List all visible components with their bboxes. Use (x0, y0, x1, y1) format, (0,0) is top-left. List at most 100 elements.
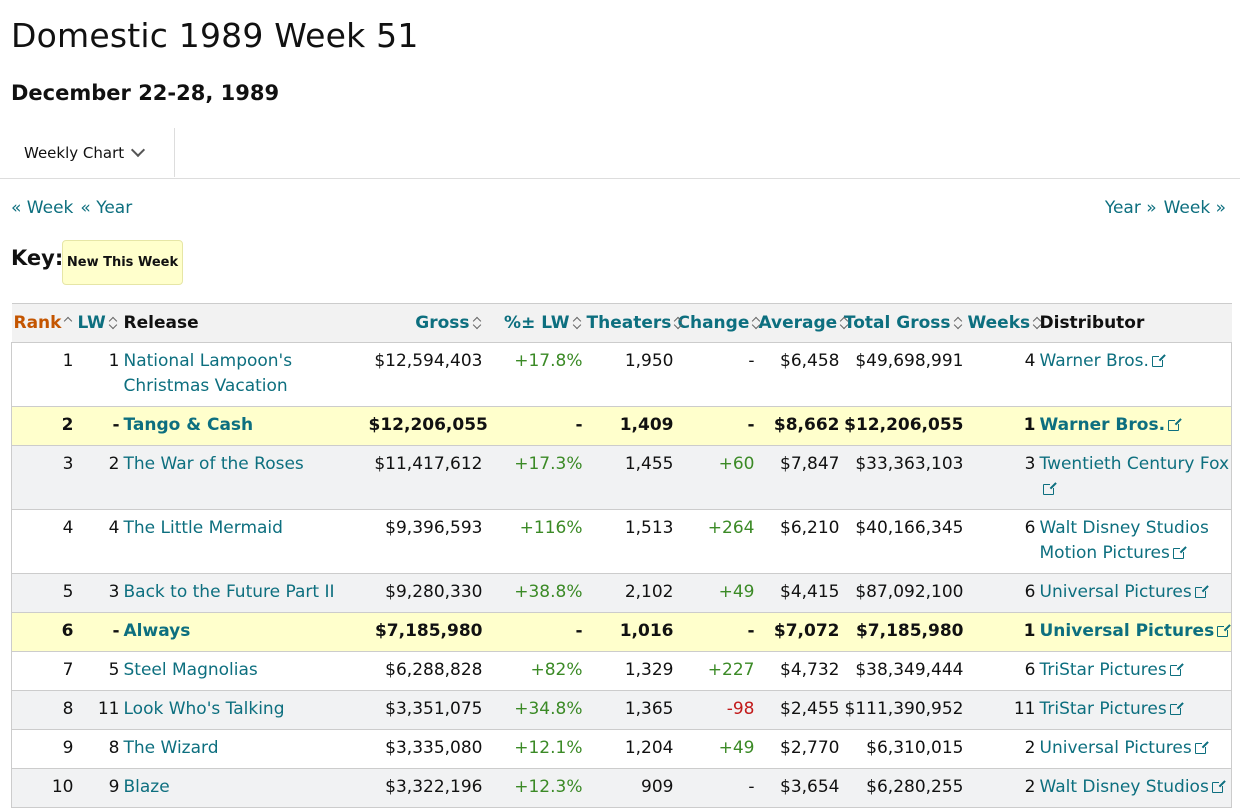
gross-cell-text: $6,288,828 (385, 660, 483, 680)
previous-week-link[interactable]: « Week (11, 198, 74, 218)
distributor-link[interactable]: Twentieth Century Fox (1037, 445, 1232, 510)
release-link[interactable]: Steel Magnolias (121, 651, 367, 691)
total-gross-cell-text: $87,092,100 (855, 582, 964, 602)
distributor-link[interactable]: TriStar Pictures (1037, 690, 1232, 730)
distributor-link[interactable]: Universal Pictures (1037, 612, 1232, 652)
rank-cell: 5 (11, 573, 76, 613)
last-week-cell: - (75, 612, 122, 652)
theater-change-cell-text: +49 (718, 582, 755, 602)
distributor-link-text: Warner Bros. (1039, 415, 1166, 435)
weeks-cell-text: 1 (1023, 415, 1036, 435)
table-row: 2- Tango & Cash $12,206,055-1,409- $8,662 $1… (11, 406, 1232, 446)
column-header-weeks[interactable]: Weeks (965, 303, 1038, 343)
column-header-pct-lw[interactable]: %± LW (484, 303, 585, 343)
theaters-cell-text: 1,329 (624, 660, 674, 680)
table-body: 1 1 National Lampoon's Christmas Vacation $… (11, 342, 1232, 808)
weeks-cell: 11 (965, 690, 1038, 730)
average-cell-text: $6,458 (780, 351, 840, 371)
distributor-link[interactable]: Walt Disney Studios Motion Pictures (1037, 509, 1232, 574)
average-cell-text: $7,072 (773, 621, 840, 641)
distributor-link[interactable]: Warner Bros. (1037, 342, 1232, 407)
column-header-theaters[interactable]: Theaters (584, 303, 676, 343)
total-gross-cell-text: $6,310,015 (866, 738, 964, 758)
total-gross-cell: $38,349,444 (841, 651, 966, 691)
distributor-link-text: Warner Bros. (1039, 351, 1149, 371)
gross-cell: $11,417,612 (366, 445, 485, 510)
rank-cell-text: 7 (62, 660, 74, 680)
next-week-link[interactable]: Week » (1163, 198, 1226, 218)
release-link[interactable]: Blaze (121, 768, 367, 808)
theater-change-cell: -98 (675, 690, 757, 730)
previous-year-link[interactable]: « Year (80, 198, 133, 218)
last-week-cell: 5 (75, 651, 122, 691)
theaters-cell-text: 1,016 (619, 621, 674, 641)
theaters-cell-text: 909 (641, 777, 674, 797)
distributor-link[interactable]: TriStar Pictures (1037, 651, 1232, 691)
pct-change-cell: +34.8% (484, 690, 585, 730)
theater-change-cell-text: +49 (718, 738, 755, 758)
sort-arrows-icon (473, 317, 483, 329)
distributor-link[interactable]: Warner Bros. (1037, 406, 1232, 446)
last-week-cell: 2 (75, 445, 122, 510)
theater-change-cell: +60 (675, 445, 757, 510)
theater-change-cell: - (675, 612, 757, 652)
column-header-gross[interactable]: Gross (366, 303, 485, 343)
total-gross-cell: $6,310,015 (841, 729, 966, 769)
pct-change-cell-text: +38.8% (514, 582, 583, 602)
average-cell-text: $3,654 (780, 777, 840, 797)
pct-change-cell: +17.8% (484, 342, 585, 407)
external-link-icon (1194, 584, 1209, 598)
theaters-cell: 1,950 (584, 342, 676, 407)
column-header-lw[interactable]: LW (75, 303, 122, 343)
release-link[interactable]: The Wizard (121, 729, 367, 769)
release-link-text: Back to the Future Part II (123, 582, 335, 602)
column-header-release[interactable]: Release (121, 303, 367, 343)
weeks-cell: 1 (965, 612, 1038, 652)
rank-cell: 8 (11, 690, 76, 730)
last-week-cell-text: 4 (108, 518, 120, 538)
release-link[interactable]: Look Who's Talking (121, 690, 367, 730)
pct-change-cell: - (484, 406, 585, 446)
average-cell-text: $6,210 (780, 518, 840, 538)
column-header-rank[interactable]: Rank (11, 303, 76, 343)
distributor-link[interactable]: Walt Disney Studios (1037, 768, 1232, 808)
theaters-cell: 1,365 (584, 690, 676, 730)
total-gross-cell: $111,390,952 (841, 690, 966, 730)
distributor-link[interactable]: Universal Pictures (1037, 573, 1232, 613)
theater-change-cell-text: +264 (707, 518, 755, 538)
average-cell: $2,770 (756, 729, 842, 769)
total-gross-cell-text: $111,390,952 (844, 699, 964, 719)
rank-cell: 4 (11, 509, 76, 574)
column-header-average[interactable]: Average (756, 303, 842, 343)
theaters-cell-text: 1,409 (619, 415, 674, 435)
weeks-cell: 6 (965, 509, 1038, 574)
external-link-icon (1168, 417, 1183, 431)
release-link[interactable]: Always (121, 612, 367, 652)
next-year-link[interactable]: Year » (1104, 198, 1157, 218)
column-header-change[interactable]: Change (675, 303, 757, 343)
distributor-link-text: Twentieth Century Fox (1039, 454, 1230, 474)
release-link[interactable]: Tango & Cash (121, 406, 367, 446)
theater-change-cell-text: - (748, 777, 755, 797)
column-header-distributor[interactable]: Distributor (1037, 303, 1232, 343)
total-gross-cell: $6,280,255 (841, 768, 966, 808)
gross-cell: $3,322,196 (366, 768, 485, 808)
column-header-total-gross[interactable]: Total Gross (841, 303, 966, 343)
distributor-link[interactable]: Universal Pictures (1037, 729, 1232, 769)
rank-cell: 6 (11, 612, 76, 652)
distributor-link-text: Universal Pictures (1039, 738, 1192, 758)
tab-bar: Weekly Chart (0, 128, 1240, 179)
pct-change-cell-text: +12.3% (514, 777, 583, 797)
theaters-cell-text: 1,513 (624, 518, 674, 538)
last-week-cell-text: 11 (97, 699, 120, 719)
average-cell: $4,415 (756, 573, 842, 613)
chart-type-dropdown[interactable]: Weekly Chart (0, 128, 175, 177)
release-link[interactable]: The War of the Roses (121, 445, 367, 510)
table-row: 7 5 Steel Magnolias $6,288,828 +82% 1,329 +227… (11, 651, 1232, 691)
release-link[interactable]: The Little Mermaid (121, 509, 367, 574)
release-link-text: Blaze (123, 777, 170, 797)
theater-change-cell: - (675, 768, 757, 808)
total-gross-cell-text: $49,698,991 (855, 351, 964, 371)
release-link[interactable]: National Lampoon's Christmas Vacation (121, 342, 367, 407)
release-link[interactable]: Back to the Future Part II (121, 573, 367, 613)
